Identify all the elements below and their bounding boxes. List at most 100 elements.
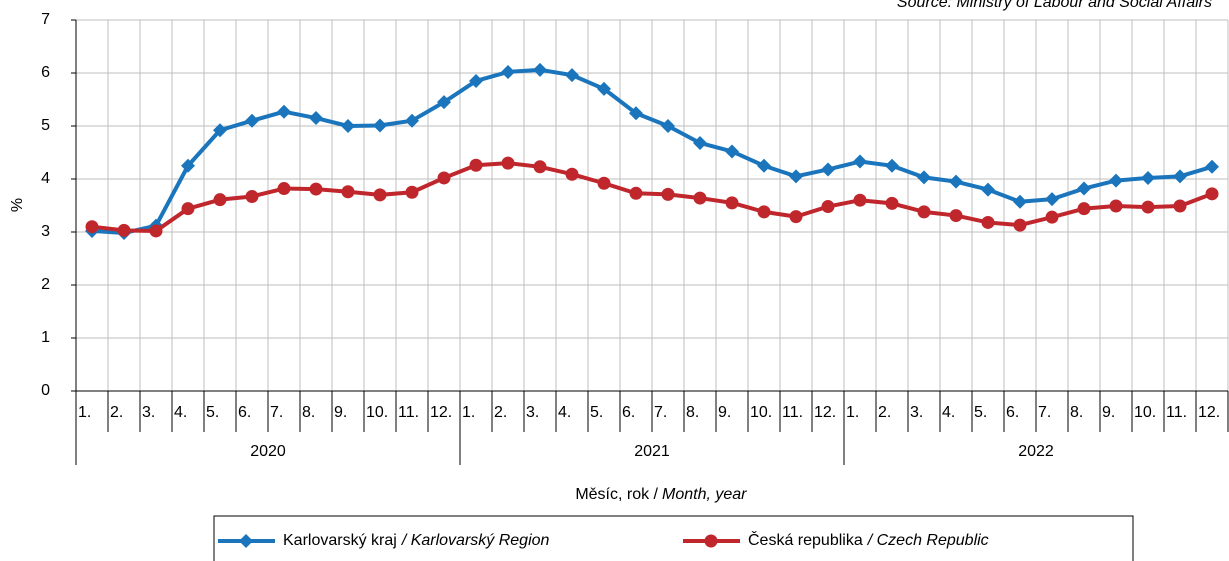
x-tick-label: 6. [1006, 404, 1019, 421]
point [725, 196, 739, 210]
y-tick-label: 7 [41, 11, 50, 28]
point [597, 81, 611, 96]
x-tick-label: 9. [718, 404, 731, 421]
point [1045, 192, 1059, 207]
point [1205, 187, 1219, 201]
x-tick-label: 10. [366, 404, 388, 421]
x-tick-label: 3. [526, 404, 539, 421]
x-tick-label: 4. [174, 404, 187, 421]
point [405, 113, 419, 128]
point [789, 169, 803, 184]
x-tick-label: 10. [1134, 404, 1156, 421]
x-tick-label: 4. [558, 404, 571, 421]
x-tick-label: 6. [622, 404, 635, 421]
x-tick-label: 10. [750, 404, 772, 421]
legend-name: Karlovarský kraj [283, 532, 397, 549]
legend-label: Karlovarský kraj / Karlovarský Region [283, 532, 550, 549]
point [213, 123, 227, 138]
point [469, 158, 483, 172]
x-tick-label: 11. [782, 404, 803, 421]
point [373, 188, 387, 202]
legend-label: Česká republika / Czech Republic [748, 530, 989, 549]
point [661, 119, 675, 133]
point [565, 68, 579, 83]
point [757, 205, 771, 219]
x-axis-label-en: Month, year [662, 486, 747, 503]
point [1109, 199, 1123, 213]
point [309, 182, 323, 196]
y-tick-label: 3 [41, 223, 50, 240]
x-tick-label: 3. [910, 404, 923, 421]
x-tick-label: 1. [462, 404, 475, 421]
x-tick-label: 5. [206, 404, 219, 421]
point [693, 191, 707, 205]
point [1077, 202, 1091, 216]
x-tick-label: 8. [302, 404, 315, 421]
point [341, 119, 355, 133]
x-tick-label: 11. [398, 404, 419, 421]
point [181, 158, 195, 173]
point [693, 135, 707, 150]
point [821, 162, 835, 177]
point [1045, 210, 1059, 224]
point [373, 118, 387, 133]
point [341, 185, 355, 199]
x-axis-label: Měsíc, rok / [575, 486, 658, 503]
point [245, 189, 259, 203]
x-tick-label: 7. [270, 404, 283, 421]
point [725, 144, 739, 159]
point [213, 193, 227, 207]
point [309, 111, 323, 126]
point [789, 210, 803, 224]
x-tick-label: 12. [430, 404, 452, 421]
point [149, 224, 163, 238]
point [885, 196, 899, 210]
point [917, 170, 931, 185]
point [629, 106, 643, 121]
x-tick-label: 2. [494, 404, 507, 421]
y-tick-label: 6 [41, 64, 50, 81]
y-tick-label: 5 [41, 117, 50, 134]
point [501, 64, 515, 79]
point [629, 186, 643, 200]
point [501, 156, 515, 170]
point [85, 220, 99, 234]
x-tick-label: 11. [1166, 404, 1187, 421]
point [853, 193, 867, 207]
point [437, 171, 451, 185]
point [405, 185, 419, 199]
point [853, 154, 867, 169]
legend-name: Česká republika [748, 530, 863, 549]
point [533, 160, 547, 174]
x-tick-label: 2. [878, 404, 891, 421]
point [1173, 169, 1187, 184]
x-tick-label: 2. [110, 404, 123, 421]
point [1173, 199, 1187, 213]
point [981, 215, 995, 229]
year-label: 2020 [250, 443, 286, 460]
point [949, 209, 963, 223]
x-tick-label: 1. [846, 404, 859, 421]
point [1013, 194, 1027, 209]
legend-marker [239, 534, 253, 548]
point [1077, 181, 1091, 196]
point [1109, 173, 1123, 188]
point [181, 202, 195, 216]
x-tick-label: 7. [654, 404, 667, 421]
point [981, 182, 995, 197]
point [1141, 170, 1155, 185]
point [661, 187, 675, 201]
x-tick-label: 4. [942, 404, 955, 421]
point [565, 167, 579, 181]
y-axis-label: % [9, 198, 26, 212]
year-label: 2021 [634, 443, 670, 460]
x-tick-label: 12. [814, 404, 836, 421]
x-tick-label: 7. [1038, 404, 1051, 421]
point [1205, 159, 1219, 174]
point [277, 182, 291, 196]
x-tick-label: 5. [974, 404, 987, 421]
x-tick-label: 6. [238, 404, 251, 421]
point [437, 95, 451, 110]
legend-marker [704, 534, 718, 548]
